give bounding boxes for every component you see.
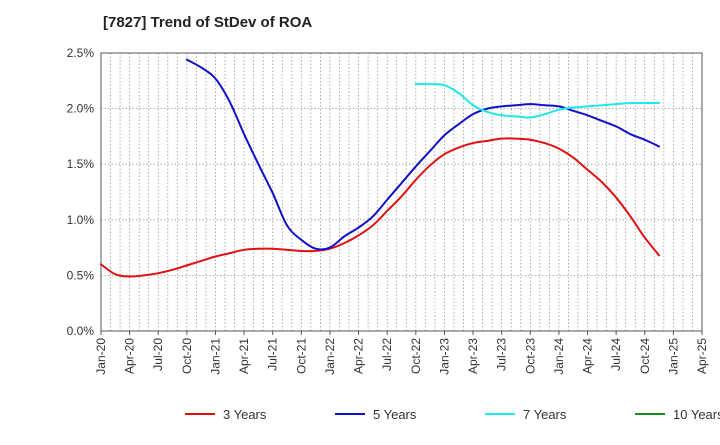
legend-label: 10 Years xyxy=(673,407,720,422)
legend: 3 Years 5 Years 7 Years 10 Years xyxy=(185,407,720,422)
x-tick-label: Apr-23 xyxy=(466,338,480,374)
y-tick-label: 0.5% xyxy=(67,268,95,282)
x-tick-label: Jul-21 xyxy=(266,338,280,371)
legend-label: 5 Years xyxy=(373,407,417,422)
plot-area xyxy=(101,53,702,331)
legend-label: 3 Years xyxy=(223,407,267,422)
y-tick-label: 1.5% xyxy=(67,157,95,171)
x-tick-label: Apr-24 xyxy=(581,338,595,374)
x-tick-label: Jul-24 xyxy=(609,338,623,371)
x-tick-label: Jan-21 xyxy=(208,338,222,375)
series-line-3-years xyxy=(100,137,661,278)
x-tick-label: Oct-23 xyxy=(523,338,537,374)
y-tick-label: 2.5% xyxy=(67,46,95,60)
x-tick-label: Oct-20 xyxy=(180,338,194,374)
x-tick-label: Jul-23 xyxy=(495,338,509,371)
y-tick-label: 0.0% xyxy=(67,324,95,338)
x-tick-label: Oct-22 xyxy=(409,338,423,374)
x-tick-label: Jul-20 xyxy=(151,338,165,371)
plot-border xyxy=(100,52,703,332)
x-tick-label: Jan-23 xyxy=(437,338,451,375)
x-tick-label: Apr-25 xyxy=(695,338,709,374)
x-tick-label: Jul-22 xyxy=(380,338,394,371)
series-line-7-years xyxy=(414,83,661,119)
x-tick-label: Jan-24 xyxy=(552,338,566,375)
y-tick-label: 2.0% xyxy=(67,102,95,116)
x-tick-label: Oct-24 xyxy=(638,338,652,374)
series-line-5-years xyxy=(185,58,661,251)
y-tick-label: 1.0% xyxy=(67,213,95,227)
x-tick-label: Jan-22 xyxy=(323,338,337,375)
x-tick-label: Apr-22 xyxy=(352,338,366,374)
legend-label: 7 Years xyxy=(523,407,567,422)
axes: 0.0% 0.5% 1.0% 1.5% 2.0% 2.5% Jan-20 Apr-20 Jul-… xyxy=(67,46,709,375)
series-lines xyxy=(100,58,661,278)
x-tick-label: Oct-21 xyxy=(294,338,308,374)
chart-title: [7827] Trend of StDev of ROA xyxy=(103,14,313,31)
x-tick-label: Jan-25 xyxy=(666,338,680,375)
grid-lines xyxy=(101,52,702,331)
x-tick-label: Apr-21 xyxy=(237,338,251,374)
x-tick-label: Jan-20 xyxy=(94,338,108,375)
x-tick-label: Apr-20 xyxy=(123,338,137,374)
